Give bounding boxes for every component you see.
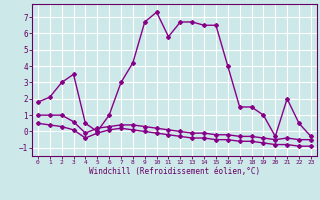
- X-axis label: Windchill (Refroidissement éolien,°C): Windchill (Refroidissement éolien,°C): [89, 167, 260, 176]
